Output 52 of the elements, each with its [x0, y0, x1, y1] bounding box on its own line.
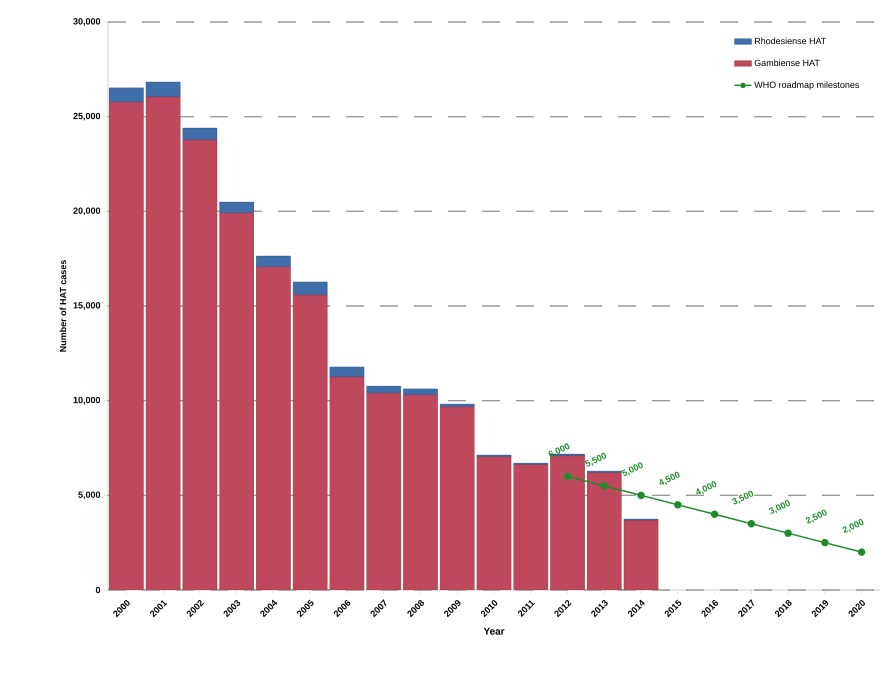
data-label: 4,000: [696, 481, 716, 494]
point: [784, 529, 792, 537]
bar: [219, 202, 254, 214]
bar: [403, 388, 438, 396]
point: [748, 520, 756, 528]
bar: [403, 394, 438, 590]
bar: [624, 520, 658, 590]
legend-label: Rhodesiense HAT: [754, 38, 826, 44]
bar: [146, 96, 180, 590]
point: [637, 492, 645, 500]
y-tick-label: 20,000: [73, 208, 100, 216]
bar: [366, 386, 402, 394]
y-tick-label: 5,000: [78, 492, 100, 500]
data-label: 3,000: [768, 500, 790, 514]
data-label: 5,500: [584, 452, 606, 466]
bar: [476, 456, 512, 590]
data-label: 2,500: [806, 510, 827, 524]
point: [564, 472, 572, 480]
data-label: 3,500: [732, 490, 754, 504]
y-tick-label: 30,000: [73, 18, 100, 26]
y-axis-title: Number of HAT cases: [60, 260, 66, 352]
bar: [366, 392, 402, 590]
bar: [550, 456, 585, 590]
bar: [219, 212, 254, 590]
y-tick-label: 10,000: [74, 396, 100, 404]
bar: [292, 294, 328, 590]
y-tick-label: 15,000: [74, 302, 100, 310]
data-label: 2,000: [842, 519, 864, 534]
point: [710, 510, 718, 518]
bar: [182, 128, 218, 140]
point: [821, 538, 829, 546]
point: [600, 482, 608, 490]
bar: [330, 366, 364, 378]
x-axis-title: Year: [484, 628, 504, 635]
data-label: 6,000: [548, 443, 570, 457]
bar: [256, 266, 291, 590]
bar: [513, 464, 548, 590]
legend-label: WHO roadmap milestones: [754, 81, 860, 90]
y-tick-label: 0: [96, 586, 100, 594]
bar: [586, 472, 622, 590]
bar: [292, 282, 328, 296]
bar: [109, 102, 144, 590]
bar: [182, 140, 218, 590]
legend-label: Gambiense HAT: [754, 59, 820, 66]
bar: [440, 406, 475, 590]
data-label: 5,000: [622, 462, 643, 476]
y-tick-label: 25,000: [73, 112, 100, 120]
bar: [256, 256, 291, 268]
point: [674, 501, 682, 509]
bar: [330, 376, 364, 590]
point: [858, 548, 866, 556]
data-label: 4,500: [660, 472, 680, 485]
